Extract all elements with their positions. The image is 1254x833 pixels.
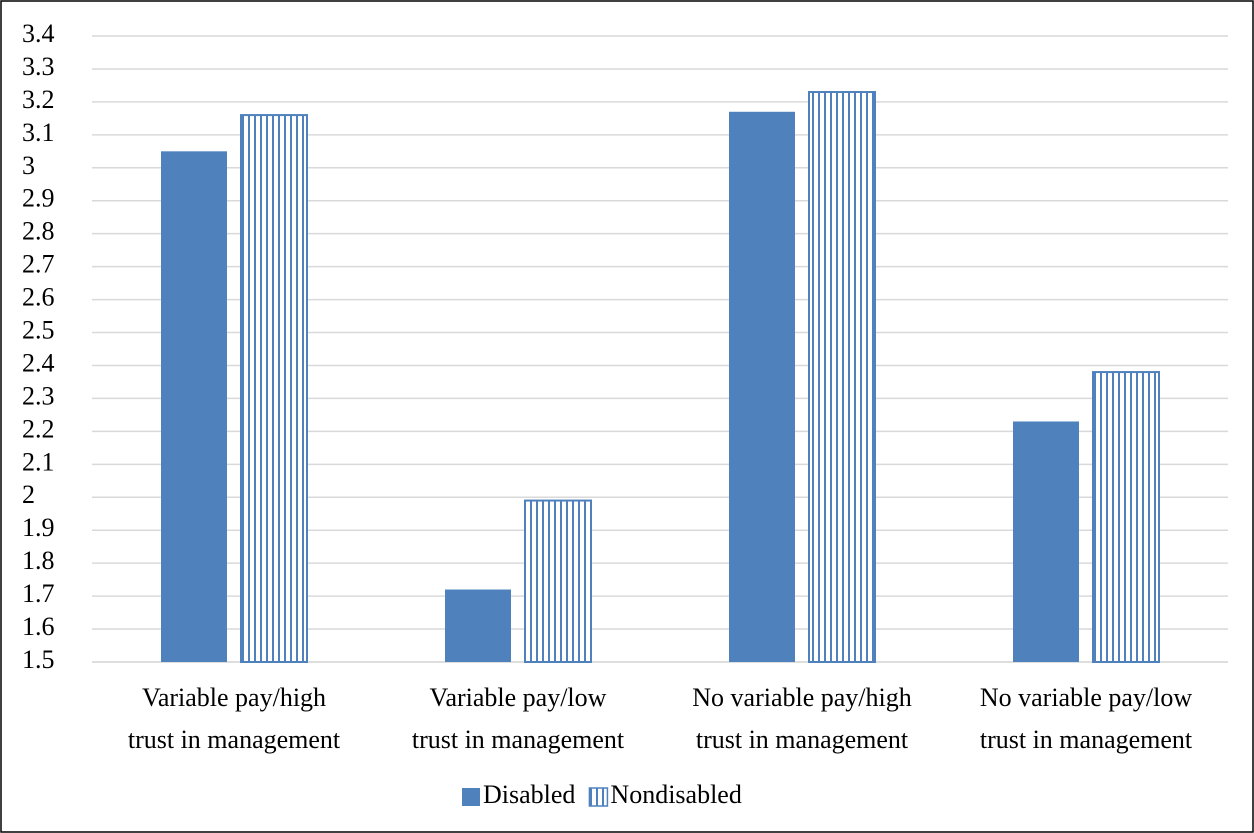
legend-label: Disabled [483, 780, 575, 809]
y-tick-label: 3.3 [22, 52, 55, 81]
y-tick-label: 1.8 [22, 546, 55, 575]
y-tick-label: 2.4 [22, 348, 55, 377]
y-tick-label: 3.2 [22, 85, 55, 114]
y-tick-label: 3 [22, 151, 35, 180]
y-tick-label: 2.2 [22, 414, 55, 443]
y-tick-label: 2.9 [22, 184, 55, 213]
y-tick-label: 3.4 [22, 19, 55, 48]
y-tick-label: 3.1 [22, 118, 55, 147]
x-tick-label: Variable pay/low trust in management [412, 683, 625, 754]
bar [445, 589, 511, 662]
y-tick-label: 1.6 [22, 612, 55, 641]
bar [1013, 421, 1079, 662]
legend-label: Nondisabled [610, 780, 741, 809]
bar [240, 114, 308, 664]
x-tick-label: Variable pay/high trust in management [128, 683, 341, 754]
y-tick-label: 2.1 [22, 447, 55, 476]
y-tick-label: 1.5 [22, 645, 55, 674]
y-tick-label: 1.9 [22, 513, 55, 542]
y-tick-label: 2.7 [22, 250, 55, 279]
y-tick-label: 2.8 [22, 217, 55, 246]
x-tick-label: No variable pay/high trust in management [692, 683, 912, 754]
y-tick-label: 2.3 [22, 381, 55, 410]
bar [1092, 371, 1160, 663]
y-tick-label: 2 [22, 480, 35, 509]
bar [729, 111, 795, 663]
legend-swatch [588, 787, 609, 807]
y-tick-label: 2.5 [22, 315, 55, 344]
bar [524, 499, 592, 663]
y-tick-label: 2.6 [22, 283, 55, 312]
x-tick-label: No variable pay/low trust in management [980, 683, 1193, 754]
bar [161, 151, 227, 662]
y-tick-label: 1.7 [22, 579, 55, 608]
bar [808, 91, 876, 664]
legend-swatch [462, 788, 480, 806]
